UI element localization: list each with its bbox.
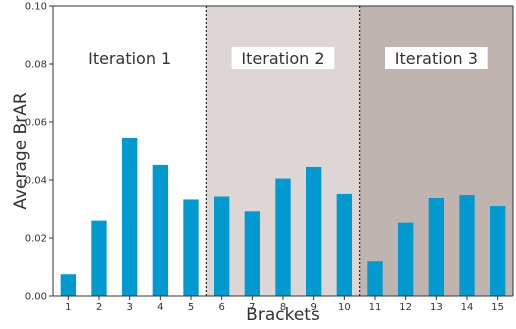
x-tick-label: 15 <box>491 302 504 313</box>
bar-5 <box>183 199 199 296</box>
iteration-label-1: Iteration 1 <box>88 49 171 68</box>
bar-11 <box>367 261 383 296</box>
iteration-label-box-1 <box>78 47 181 69</box>
bar-1 <box>60 274 76 296</box>
bar-6 <box>214 196 230 296</box>
y-axis-title: Average BrAR <box>11 92 31 209</box>
bar-15 <box>490 206 506 296</box>
y-tick-label: 0.04 <box>25 176 47 187</box>
bar-14 <box>459 195 475 296</box>
x-tick-label: 7 <box>249 302 255 313</box>
iteration-labels: Iteration 1 Iteration 2 Iteration 3 <box>78 47 488 69</box>
y-tick-label: 0.02 <box>25 234 47 245</box>
x-tick-label: 1 <box>65 302 71 313</box>
x-tick-label: 10 <box>338 302 351 313</box>
iteration-label-2: Iteration 2 <box>241 49 324 68</box>
bar-10 <box>336 193 352 296</box>
x-tick-label: 2 <box>96 302 102 313</box>
bar-12 <box>398 222 414 296</box>
x-axis-title: Brackets <box>246 305 320 325</box>
y-tick-label: 0.10 <box>25 2 47 13</box>
y-tick-label: 0.08 <box>25 60 47 71</box>
y-tick-label: 0.06 <box>25 118 47 129</box>
bar-4 <box>152 164 168 296</box>
bar-13 <box>428 197 444 296</box>
x-tick-label: 11 <box>369 302 382 313</box>
bar-9 <box>306 166 322 296</box>
x-tick-label: 9 <box>310 302 316 313</box>
x-tick-label: 14 <box>461 302 474 313</box>
bar-8 <box>275 178 291 296</box>
x-tick-label: 3 <box>126 302 132 313</box>
axes: 0.000.020.040.060.080.101 2 3 4 5 6 7 8 9 10 11 12 1… <box>25 2 514 313</box>
x-tick-label: 6 <box>218 302 224 313</box>
bar-7 <box>244 211 260 296</box>
bar-3 <box>122 137 138 296</box>
x-tick-label: 13 <box>430 302 443 313</box>
iteration-label-3: Iteration 3 <box>395 49 478 68</box>
iteration-label-box-2 <box>231 47 335 69</box>
bar-2 <box>91 220 107 296</box>
x-tick-label: 12 <box>399 302 412 313</box>
iteration-label-box-3 <box>385 47 488 69</box>
x-tick-label: 4 <box>157 302 163 313</box>
bars <box>60 137 506 296</box>
x-tick-label: 8 <box>280 302 286 313</box>
y-tick-label: 0.00 <box>25 292 47 303</box>
x-tick-label: 5 <box>188 302 194 313</box>
